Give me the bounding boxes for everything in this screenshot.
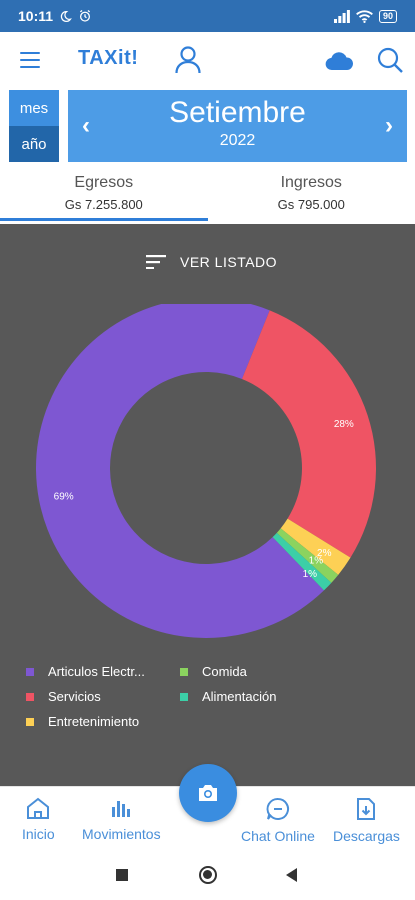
sort-list-icon <box>146 255 166 269</box>
chart-panel: VER LISTADO 69% 28% 2% 1% 1% Articulos Elect… <box>0 224 415 786</box>
legend-label: Alimentación <box>202 689 277 704</box>
tab-ingresos[interactable]: Ingresos Gs 795.000 <box>208 168 415 224</box>
donut-slice[interactable] <box>241 310 376 558</box>
nav-movimientos[interactable]: Movimientos <box>82 797 161 842</box>
period-mode-toggle: mes año <box>9 90 59 162</box>
mode-year-button[interactable]: año <box>9 126 59 162</box>
tab-egresos[interactable]: Egresos Gs 7.255.800 <box>0 168 208 224</box>
recent-apps-icon[interactable] <box>116 869 128 881</box>
slice-percent-label: 69% <box>54 492 74 503</box>
home-icon <box>27 797 50 819</box>
camera-icon <box>199 785 217 801</box>
month-name: Setiembre <box>169 96 306 129</box>
nav-label: Descargas <box>333 828 400 844</box>
app-header: TAXit! <box>0 32 415 90</box>
moon-icon <box>60 10 72 22</box>
legend-swatch <box>26 667 34 676</box>
legend-label: Articulos Electr... <box>48 664 145 679</box>
user-icon[interactable] <box>175 46 201 74</box>
status-time: 10:11 <box>18 8 54 24</box>
year-label: 2022 <box>219 132 256 149</box>
status-bar: 10:11 90 <box>0 0 415 32</box>
home-system-icon[interactable] <box>199 866 217 884</box>
legend-swatch <box>180 667 188 676</box>
tab-amount: Gs 795.000 <box>277 197 345 212</box>
legend-swatch <box>26 717 34 726</box>
wifi-icon <box>356 9 373 23</box>
menu-icon[interactable] <box>20 52 40 68</box>
legend-item: Entretenimiento <box>26 714 139 729</box>
nav-chat-online[interactable]: Chat Online <box>241 797 315 844</box>
mode-month-button[interactable]: mes <box>9 90 59 126</box>
tab-label: Egresos <box>74 174 134 191</box>
alarm-icon <box>79 9 91 22</box>
signal-icon <box>333 9 350 23</box>
download-file-icon <box>357 798 376 820</box>
search-icon[interactable] <box>376 46 404 74</box>
expense-donut-chart: 69%28%2%1%1% <box>36 304 376 638</box>
nav-label: Chat Online <box>241 828 315 844</box>
type-tabs: Egresos Gs 7.255.800 Ingresos Gs 795.000 <box>0 168 415 224</box>
view-list-label: VER LISTADO <box>180 254 278 270</box>
legend-label: Entretenimiento <box>48 714 140 729</box>
legend-item: Alimentación <box>180 689 276 704</box>
donut-slice[interactable] <box>272 532 332 591</box>
nav-label: Inicio <box>22 826 55 842</box>
bar-chart-icon <box>112 801 131 817</box>
chat-icon <box>266 798 289 820</box>
legend-item: Articulos Electr... <box>26 664 145 679</box>
legend-swatch <box>26 692 34 701</box>
tab-label: Ingresos <box>280 174 342 191</box>
view-list-button[interactable]: VER LISTADO <box>146 254 277 270</box>
back-icon[interactable] <box>286 868 297 882</box>
next-month-button[interactable]: › <box>385 112 393 139</box>
donut-slice[interactable] <box>36 304 324 638</box>
nav-descargas[interactable]: Descargas <box>333 797 400 844</box>
tab-amount: Gs 7.255.800 <box>64 197 143 212</box>
legend-item: Servicios <box>26 689 101 704</box>
month-selector: ‹ Setiembre 2022 › <box>68 90 407 162</box>
camera-button[interactable] <box>179 764 237 822</box>
nav-inicio[interactable]: Inicio <box>22 797 55 842</box>
prev-month-button[interactable]: ‹ <box>82 112 90 139</box>
donut-slice[interactable] <box>280 518 351 575</box>
app-logo: TAXit! <box>78 47 139 69</box>
slice-percent-label: 2% <box>317 548 332 559</box>
legend-swatch <box>180 692 188 701</box>
nav-label: Movimientos <box>82 826 161 842</box>
cloud-icon[interactable] <box>325 51 353 71</box>
system-nav-bar <box>0 850 415 900</box>
slice-percent-label: 28% <box>334 419 354 430</box>
active-tab-indicator <box>0 218 208 221</box>
donut-slice[interactable] <box>276 528 339 583</box>
legend-label: Comida <box>202 664 247 679</box>
battery-icon: 90 <box>378 9 397 23</box>
legend-item: Comida <box>180 664 247 679</box>
legend-label: Servicios <box>48 689 101 704</box>
slice-percent-label: 1% <box>303 569 318 580</box>
slice-percent-label: 1% <box>309 556 324 567</box>
